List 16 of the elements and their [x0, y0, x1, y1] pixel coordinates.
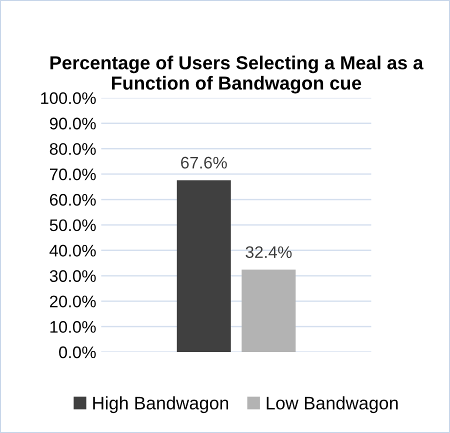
y-tick-label: 100.0%: [41, 92, 96, 104]
y-tick-label: 20.0%: [50, 296, 96, 308]
y-tick-label: 10.0%: [50, 321, 96, 333]
data-label: 32.4%: [246, 246, 292, 258]
y-tick-label: 50.0%: [50, 219, 96, 232]
y-tick-label: 80.0%: [50, 143, 96, 155]
chart-title: Percentage of Users Selecting a Meal as a Function of Bandwagon cue: [50, 56, 424, 94]
legend-label: Low Bandwagon: [266, 396, 398, 414]
data-label: 67.6%: [181, 156, 227, 169]
y-tick-label: 40.0%: [50, 244, 96, 257]
y-tick-label: 60.0%: [50, 194, 96, 206]
legend-label: High Bandwagon: [93, 396, 228, 414]
y-tick-label: 0.0%: [59, 346, 96, 358]
y-tick-label: 30.0%: [50, 270, 96, 282]
y-tick-label: 70.0%: [50, 168, 96, 180]
y-tick-label: 90.0%: [50, 118, 96, 130]
